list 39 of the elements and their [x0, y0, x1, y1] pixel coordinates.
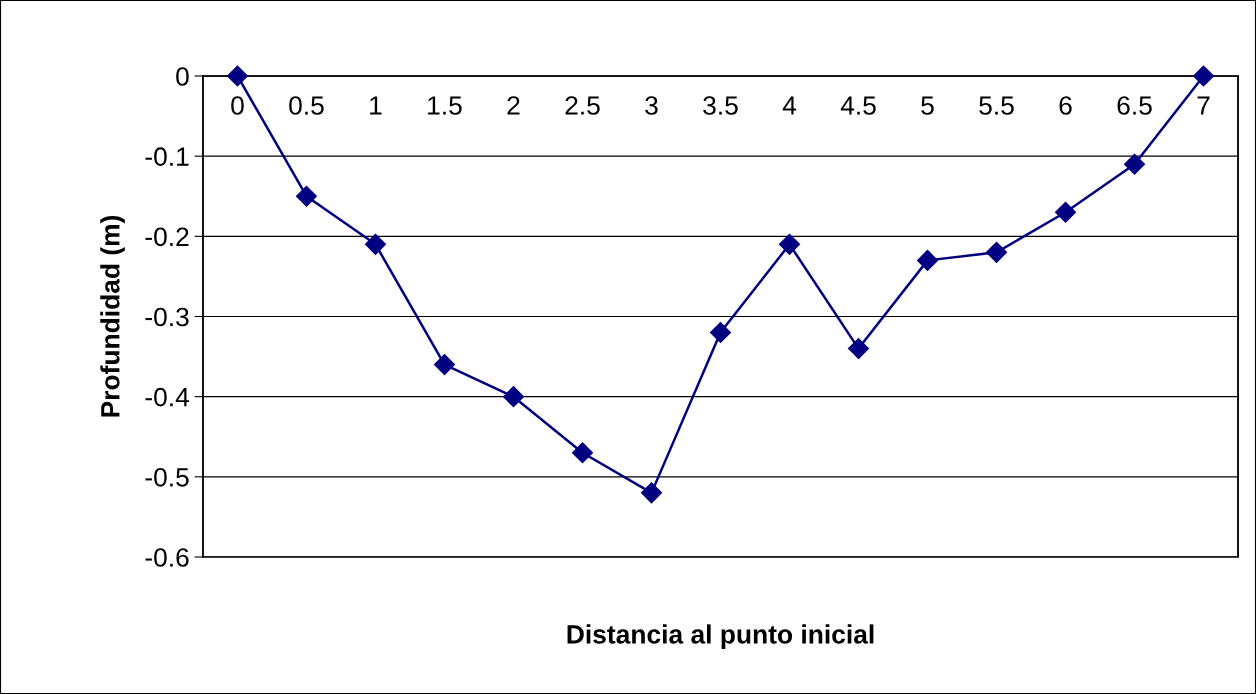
point: [502, 386, 525, 408]
x-tick-label: 3.5: [703, 96, 738, 115]
x-tick-label: 1.5: [428, 96, 462, 115]
point: [986, 241, 1008, 263]
point: [917, 249, 939, 271]
y-tick-label: -0.1: [145, 147, 189, 166]
x-tick-label: 3: [645, 96, 658, 115]
point: [364, 233, 386, 255]
point: [433, 354, 456, 376]
point: [571, 442, 594, 464]
x-tick-label: 6: [1059, 96, 1072, 115]
y-tick-label: -0.3: [145, 307, 189, 327]
x-tick-label: 2: [507, 96, 520, 115]
y-tick-label: -0.4: [145, 387, 190, 407]
x-tick-label: 5: [921, 96, 934, 115]
point: [640, 482, 663, 504]
x-tick-label: 0.5: [289, 96, 324, 115]
y-tick-label: -0.6: [145, 548, 189, 567]
x-axis-title: Distancia al punto inicial: [567, 624, 874, 649]
point: [295, 185, 317, 207]
x-tick-label: 4: [782, 96, 797, 115]
x-tick-label: 1: [370, 96, 382, 115]
x-tick-label: 7: [1197, 96, 1210, 115]
x-tick-label: 2.5: [565, 96, 600, 115]
point: [1193, 65, 1215, 87]
point: [847, 338, 870, 360]
x-tick-label: 6.5: [1117, 96, 1152, 115]
x-tick-label: 5.5: [979, 96, 1014, 115]
y-tick-label: 0: [176, 67, 189, 86]
y-tick-label: -0.2: [145, 227, 189, 247]
point: [709, 322, 732, 344]
point: [778, 233, 801, 255]
y-tick-label: -0.5: [145, 467, 189, 487]
x-tick-label: 4.5: [840, 96, 876, 115]
point: [226, 65, 248, 87]
y-axis-title: Profundidad (m): [100, 215, 125, 417]
point: [1124, 153, 1146, 175]
x-tick-label: 0: [231, 96, 244, 115]
point: [1055, 201, 1077, 223]
